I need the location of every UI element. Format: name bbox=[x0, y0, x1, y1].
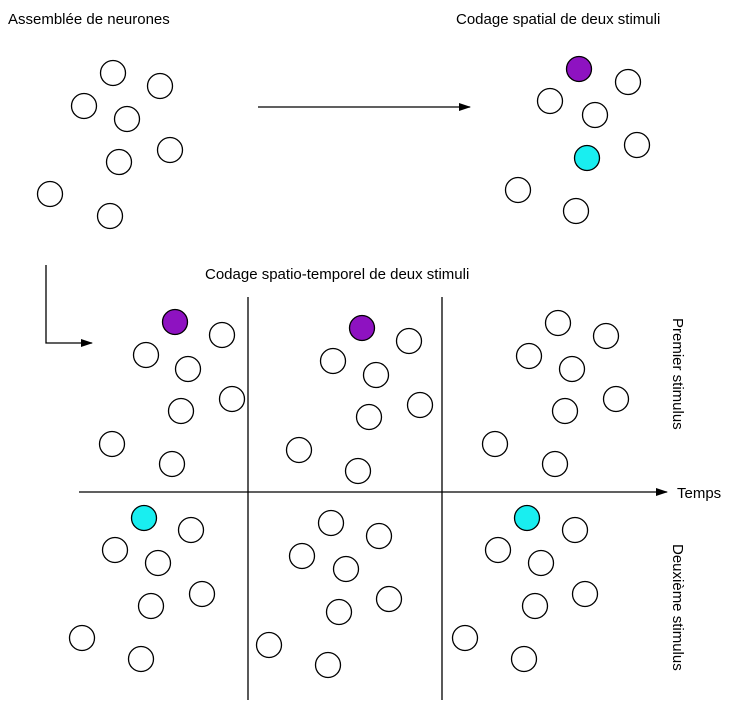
neuron bbox=[132, 341, 160, 369]
neuron bbox=[177, 516, 205, 544]
neuron-active-stimulus-2 bbox=[513, 504, 541, 532]
neuron bbox=[344, 457, 372, 485]
second-stimulus-label: Deuxième stimulus bbox=[669, 544, 686, 671]
neuron-group-assembly bbox=[36, 59, 184, 230]
neuron bbox=[101, 536, 129, 564]
neuron bbox=[208, 321, 236, 349]
first-stimulus-label: Premier stimulus bbox=[669, 318, 686, 430]
neuron bbox=[325, 598, 353, 626]
neuron-group-time-3-second-stimulus bbox=[451, 504, 599, 673]
neuron bbox=[319, 347, 347, 375]
neuron bbox=[602, 385, 630, 413]
neuron bbox=[581, 101, 609, 129]
neuron bbox=[362, 361, 390, 389]
neuron bbox=[451, 624, 479, 652]
neuron-active-stimulus-2 bbox=[573, 144, 601, 172]
neuron-active-stimulus-1 bbox=[161, 308, 189, 336]
neuron bbox=[98, 430, 126, 458]
neuron bbox=[355, 403, 383, 431]
neuron bbox=[158, 450, 186, 478]
neuron bbox=[127, 645, 155, 673]
neuron bbox=[167, 397, 195, 425]
neuron bbox=[137, 592, 165, 620]
neuron-active-stimulus-1 bbox=[348, 314, 376, 342]
neuron bbox=[174, 355, 202, 383]
neuron bbox=[99, 59, 127, 87]
to-spatiotemporal-arrow bbox=[45, 265, 93, 347]
neuron bbox=[558, 355, 586, 383]
neuron bbox=[375, 585, 403, 613]
neuron bbox=[504, 176, 532, 204]
neuron bbox=[536, 87, 564, 115]
neuron-group-time-1-first-stimulus bbox=[98, 308, 246, 478]
neuron-groups bbox=[36, 55, 651, 679]
neuron bbox=[561, 516, 589, 544]
neuron-group-spatial-coding bbox=[504, 55, 651, 225]
neuron bbox=[623, 131, 651, 159]
neuron bbox=[314, 651, 342, 679]
neuron bbox=[188, 580, 216, 608]
neuron bbox=[113, 105, 141, 133]
spatiotemporal-coding-label: Codage spatio-temporel de deux stimuli bbox=[205, 266, 469, 283]
neuron-group-time-3-first-stimulus bbox=[481, 309, 630, 478]
neuron-group-time-1-second-stimulus bbox=[68, 504, 216, 673]
neuron bbox=[146, 72, 174, 100]
neuron bbox=[544, 309, 572, 337]
neuron-active-stimulus-2 bbox=[130, 504, 158, 532]
neuron bbox=[288, 542, 316, 570]
neuron bbox=[332, 555, 360, 583]
neuron bbox=[156, 136, 184, 164]
neuron bbox=[592, 322, 620, 350]
neuron bbox=[510, 645, 538, 673]
neuron bbox=[365, 522, 393, 550]
neuron bbox=[515, 342, 543, 370]
neuron-group-time-2-first-stimulus bbox=[285, 314, 434, 485]
neuron bbox=[406, 391, 434, 419]
neuron bbox=[70, 92, 98, 120]
neuron bbox=[317, 509, 345, 537]
neuron-active-stimulus-1 bbox=[565, 55, 593, 83]
neuron bbox=[541, 450, 569, 478]
neuron bbox=[68, 624, 96, 652]
neuron bbox=[484, 536, 512, 564]
neuron bbox=[521, 592, 549, 620]
neuron bbox=[144, 549, 172, 577]
neuron bbox=[395, 327, 423, 355]
neuron-group-time-2-second-stimulus bbox=[255, 509, 403, 679]
neuron bbox=[614, 68, 642, 96]
neuron bbox=[96, 202, 124, 230]
time-axis-label: Temps bbox=[677, 485, 721, 502]
spatial-coding-label: Codage spatial de deux stimuli bbox=[456, 11, 660, 28]
neuron bbox=[481, 430, 509, 458]
neuron bbox=[551, 397, 579, 425]
neuron bbox=[527, 549, 555, 577]
neuron bbox=[218, 385, 246, 413]
neuron bbox=[255, 631, 283, 659]
assembly-label: Assemblée de neurones bbox=[8, 11, 170, 28]
neuron bbox=[105, 148, 133, 176]
neuron bbox=[36, 180, 64, 208]
neuron bbox=[285, 436, 313, 464]
neuron bbox=[562, 197, 590, 225]
neuron bbox=[571, 580, 599, 608]
